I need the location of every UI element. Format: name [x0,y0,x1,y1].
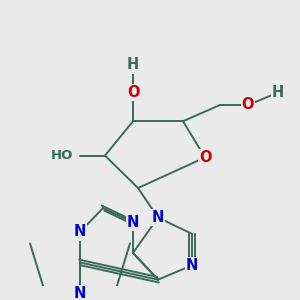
Text: O: O [127,85,139,100]
Text: HO: HO [51,149,73,162]
Text: O: O [242,98,254,112]
Text: N: N [152,210,164,225]
Text: N: N [127,215,139,230]
Text: H: H [272,85,284,100]
Text: N: N [186,258,198,273]
Text: N: N [74,224,86,239]
Text: H: H [127,57,139,72]
Text: O: O [199,150,211,165]
Text: N: N [74,286,86,300]
